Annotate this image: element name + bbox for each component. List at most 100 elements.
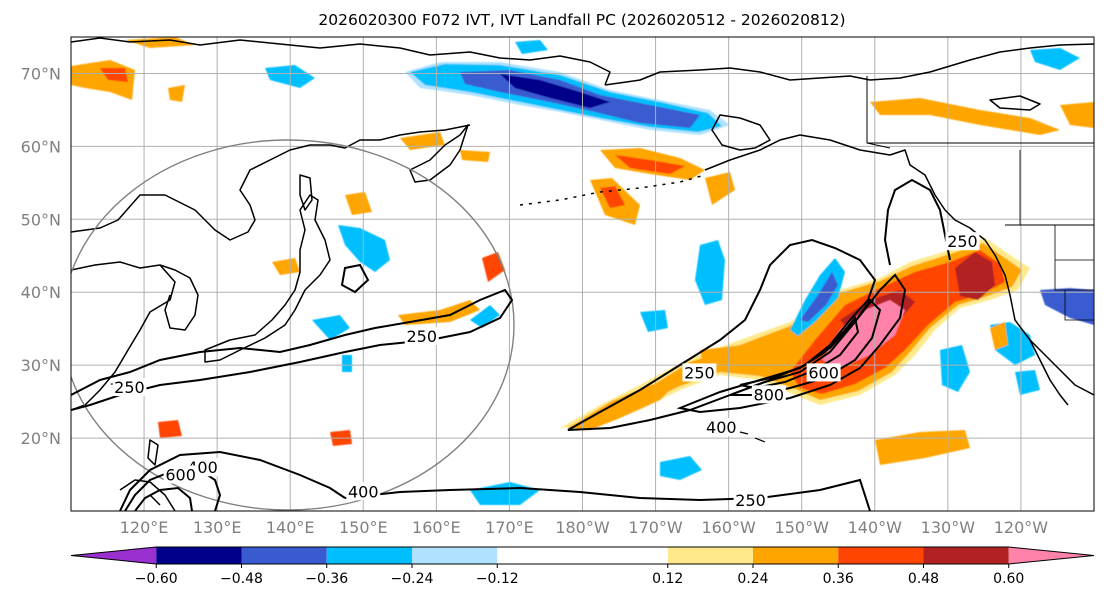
pc-negative-north-1 — [515, 40, 548, 54]
contour-label-bg — [806, 363, 841, 382]
coast-japan — [204, 194, 331, 363]
pc-negative-west-coast-2 — [1040, 288, 1094, 325]
colorbar-tick-label: 0.36 — [823, 571, 854, 587]
contour-label: 600 — [165, 466, 196, 485]
lon-tick-label: 140°E — [266, 518, 315, 537]
lat-tick-label: 70°N — [21, 64, 61, 83]
contour-label-bg — [163, 465, 198, 484]
colorbar-swatch — [753, 547, 839, 564]
colorbar-swatch — [497, 547, 668, 564]
colorbar-tick-label: −0.48 — [220, 571, 263, 587]
contour-label-bg — [682, 363, 717, 382]
lat-tick-label: 40°N — [21, 283, 61, 302]
pc-positive-philippine-sea — [158, 420, 182, 438]
lat-tick-label: 50°N — [21, 210, 61, 229]
colorbar-swatch — [667, 547, 753, 564]
coast-north-america — [944, 209, 1094, 396]
coast-korea — [159, 264, 199, 331]
coast-alaska-west — [711, 114, 771, 151]
lon-tick-label: 160°E — [412, 518, 461, 537]
colorbar-swatch — [241, 547, 327, 564]
colorbar-tick-label: −0.24 — [391, 571, 434, 587]
coast-east-asia — [71, 124, 471, 241]
colorbar-swatch — [156, 547, 242, 564]
ivt-contour-250-ar — [567, 238, 877, 431]
coastlines — [71, 37, 1094, 511]
coast-alaska — [604, 67, 946, 211]
contour-label-bg — [751, 385, 786, 404]
coast-canada-arctic — [869, 43, 1094, 111]
lon-tick-label: 130°E — [193, 518, 242, 537]
coast-taiwan — [147, 439, 159, 466]
lat-tick-label: 60°N — [21, 137, 61, 156]
colorbar-swatch — [71, 547, 157, 564]
border-states — [1019, 150, 1094, 321]
pc-positive-korea — [272, 258, 300, 275]
coast-kamchatka — [409, 124, 469, 183]
colorbar-tick-label: 0.24 — [737, 571, 768, 587]
pc-negative-south-1 — [660, 456, 702, 480]
contour-label: 800 — [754, 385, 785, 404]
contour-label: 250 — [114, 378, 145, 397]
colorbar: −0.60 −0.48 −0.36 −0.24 −0.12 0.12 0.24 0.36 0.4… — [70, 546, 1095, 587]
ivt-contour-250-northeast — [883, 178, 951, 266]
longitude-axis: 120°E 130°E 140°E 150°E 160°E 170°E 180°W 170°W… — [120, 518, 1049, 537]
coast-baja — [1029, 339, 1069, 406]
pc-positive-siberia-red — [100, 68, 128, 82]
contour-label-bg — [733, 491, 768, 510]
coast-sakhalin — [299, 174, 313, 211]
pc-negative-jet-tip — [470, 305, 500, 328]
pc-positive-central-north — [460, 150, 490, 162]
pc-negative-central-1 — [695, 240, 725, 305]
pc-positive-north-1 — [168, 85, 185, 102]
contour-label: 400 — [348, 482, 379, 501]
colorbar-swatch — [326, 547, 412, 564]
colorbar-swatch — [838, 547, 924, 564]
pc-positive-canada-north-2 — [1060, 102, 1094, 128]
pc-negative-ar-north-dark — [800, 272, 838, 322]
ivt-contour-250-ring — [340, 263, 370, 294]
pc-positive-ar-west-orange — [568, 380, 680, 430]
lon-tick-label: 170°E — [485, 518, 534, 537]
contour-label: 250 — [406, 327, 437, 346]
contour-label-bg — [704, 418, 739, 437]
colorbar-swatch — [412, 547, 498, 564]
contour-label: 250 — [684, 363, 715, 382]
pc-positive-canada-north — [870, 98, 1060, 135]
lon-tick-label: 120°E — [120, 518, 169, 537]
colorbar-tick-label: 0.60 — [993, 571, 1024, 587]
contour-label-bg — [112, 378, 147, 397]
pc-positive-aleutian-red — [600, 186, 625, 208]
lon-tick-label: 130°W — [921, 518, 976, 537]
colorbar-tick-label: 0.48 — [908, 571, 939, 587]
colorbar-tick-label: 0.12 — [652, 571, 683, 587]
coast-aleutians — [519, 174, 706, 206]
lon-tick-label: 140°W — [848, 518, 903, 537]
lon-tick-label: 180°W — [555, 518, 610, 537]
pc-positive-mexico — [990, 322, 1008, 350]
lat-tick-label: 20°N — [21, 429, 61, 448]
lon-tick-label: 160°W — [701, 518, 756, 537]
colorbar-tick-label: −0.12 — [476, 571, 519, 587]
pc-negative-small-1 — [342, 355, 352, 372]
lon-tick-label: 170°W — [628, 518, 683, 537]
ivt-contour-800-south — [134, 486, 193, 511]
pc-negative-gulf-alaska — [1030, 48, 1080, 70]
pc-positive-bering-red — [615, 155, 685, 174]
pc-positive-alaska-peninsula — [705, 172, 735, 205]
pc-positive-okhotsk — [345, 192, 372, 215]
coast-china — [71, 261, 176, 411]
chart-title: 2026020300 F072 IVT, IVT Landfall PC (20… — [318, 11, 845, 29]
ivt-contour-400-south — [119, 450, 346, 511]
ivt-contour-800-ar — [739, 315, 860, 390]
colorbar-swatch — [923, 547, 1009, 564]
lat-tick-label: 30°N — [21, 356, 61, 375]
pc-positive-japan-east — [398, 300, 480, 325]
pc-positive-ar-darkred — [955, 252, 995, 300]
contour-label-bg — [945, 232, 980, 251]
ivt-contour-250-jet — [71, 288, 514, 411]
lon-tick-label: 150°W — [775, 518, 830, 537]
colorbar-tick-label: −0.60 — [135, 571, 178, 587]
